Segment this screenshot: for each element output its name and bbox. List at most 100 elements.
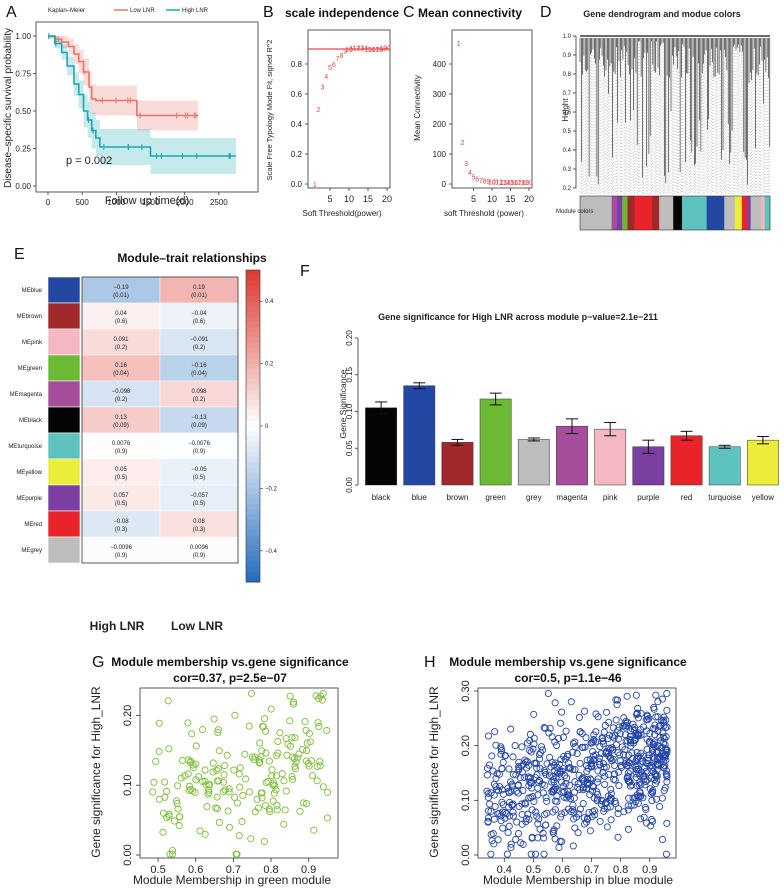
h-point [659,729,667,737]
g-point [215,818,223,826]
g-point [299,799,307,807]
h-point [487,789,495,797]
g-point [280,777,288,785]
scale-independence-title: scale independence [285,6,399,20]
g-point [291,762,299,770]
heatmap-cell-value: 0.0076 [112,441,131,447]
heatmap-module-swatch [47,354,81,382]
b-ytick-label: 0.4 [291,120,303,129]
colorbar-segment [246,353,260,359]
heatmap-cell [81,484,161,512]
c-point-label: 1 [457,41,461,48]
h-point [587,762,595,770]
h-point [499,758,507,766]
c-point-label: 18 [518,180,526,187]
h-point [607,816,615,824]
h-point [523,739,531,747]
h-point [546,724,554,732]
h-ytick-label: 0.00 [460,844,472,865]
h-point [654,698,662,706]
g-point [236,783,244,791]
h-point [526,730,534,738]
g-point [173,799,181,807]
colorbar-segment [246,498,260,505]
h-point [571,824,579,832]
module-color-segment [734,196,743,230]
h-point [594,775,602,783]
h-point [536,764,544,772]
heatmap-row-label: MEpurple [16,496,42,502]
heatmap-cell-pvalue: (0.09) [113,423,129,429]
km-frame [35,21,259,193]
g-point [152,757,160,766]
g-point [161,778,169,786]
heatmap-row-label: MEpink [22,340,43,346]
heatmap-cell-pvalue: (0.09) [191,423,207,429]
h-point [521,800,530,808]
module-color-segment [659,196,674,230]
h-point [509,770,517,778]
heatmap-col-high: High LNR [90,619,145,633]
g-point [181,772,189,780]
g-point [209,759,217,767]
h-point [599,768,607,777]
h-point [639,794,647,802]
h-point [643,712,651,720]
g-point [262,749,270,757]
h-point [586,775,594,783]
module-color-segment [741,196,748,230]
g-point [159,809,167,817]
g-point [166,850,174,858]
colorbar-segment [246,535,260,541]
g-point [286,717,294,725]
bar-magenta [556,425,588,486]
g-point [288,775,297,784]
heatmap-cell [159,276,239,304]
h-point [646,762,654,770]
h-point [540,834,548,842]
g-point [220,771,228,779]
bar-green [479,398,512,486]
d-ytick-label: 0.2 [563,186,572,192]
panel-label-e: E [14,246,25,263]
h-point [542,821,550,829]
h-point [512,835,520,843]
h-point [517,839,525,847]
c-point-label: 11 [492,180,499,187]
g-frame [139,687,339,859]
h-point [494,810,502,818]
h-point [489,767,497,775]
c-ylabel: Mean Connectivity [413,75,422,141]
g-point [299,746,307,754]
colorbar-segment [246,384,260,391]
h-point [533,812,541,820]
h-point [601,772,609,780]
h-point [589,783,598,791]
h-point [532,759,540,767]
colorbar-segment [246,389,260,396]
module-color-segment [764,196,771,230]
c-point-label: 13 [499,180,507,187]
h-point [607,785,615,793]
g-point [261,802,270,810]
h-point [608,746,617,754]
colorbar-segment [246,483,260,489]
km-xtick-label: 500 [75,198,89,207]
h-point [551,835,559,843]
h-point [656,803,664,811]
g-point [273,806,281,814]
colorbar-segment [246,400,260,406]
b-point-label: 11 [349,46,356,53]
g-point [258,747,266,755]
h-point [540,850,548,858]
h-point [630,739,638,747]
h-point [614,735,622,743]
g-point [172,797,181,805]
h-point [509,812,517,820]
g-point [168,846,177,855]
g-point [286,692,294,700]
colorbar-segment [246,441,260,448]
module-color-segment [622,196,628,230]
g-point [219,788,227,796]
g-point [269,797,277,805]
